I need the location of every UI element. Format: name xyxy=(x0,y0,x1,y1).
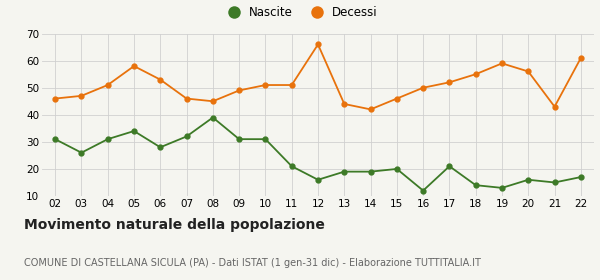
Legend: Nascite, Decessi: Nascite, Decessi xyxy=(222,6,378,19)
Text: COMUNE DI CASTELLANA SICULA (PA) - Dati ISTAT (1 gen-31 dic) - Elaborazione TUTT: COMUNE DI CASTELLANA SICULA (PA) - Dati … xyxy=(24,258,481,268)
Text: Movimento naturale della popolazione: Movimento naturale della popolazione xyxy=(24,218,325,232)
